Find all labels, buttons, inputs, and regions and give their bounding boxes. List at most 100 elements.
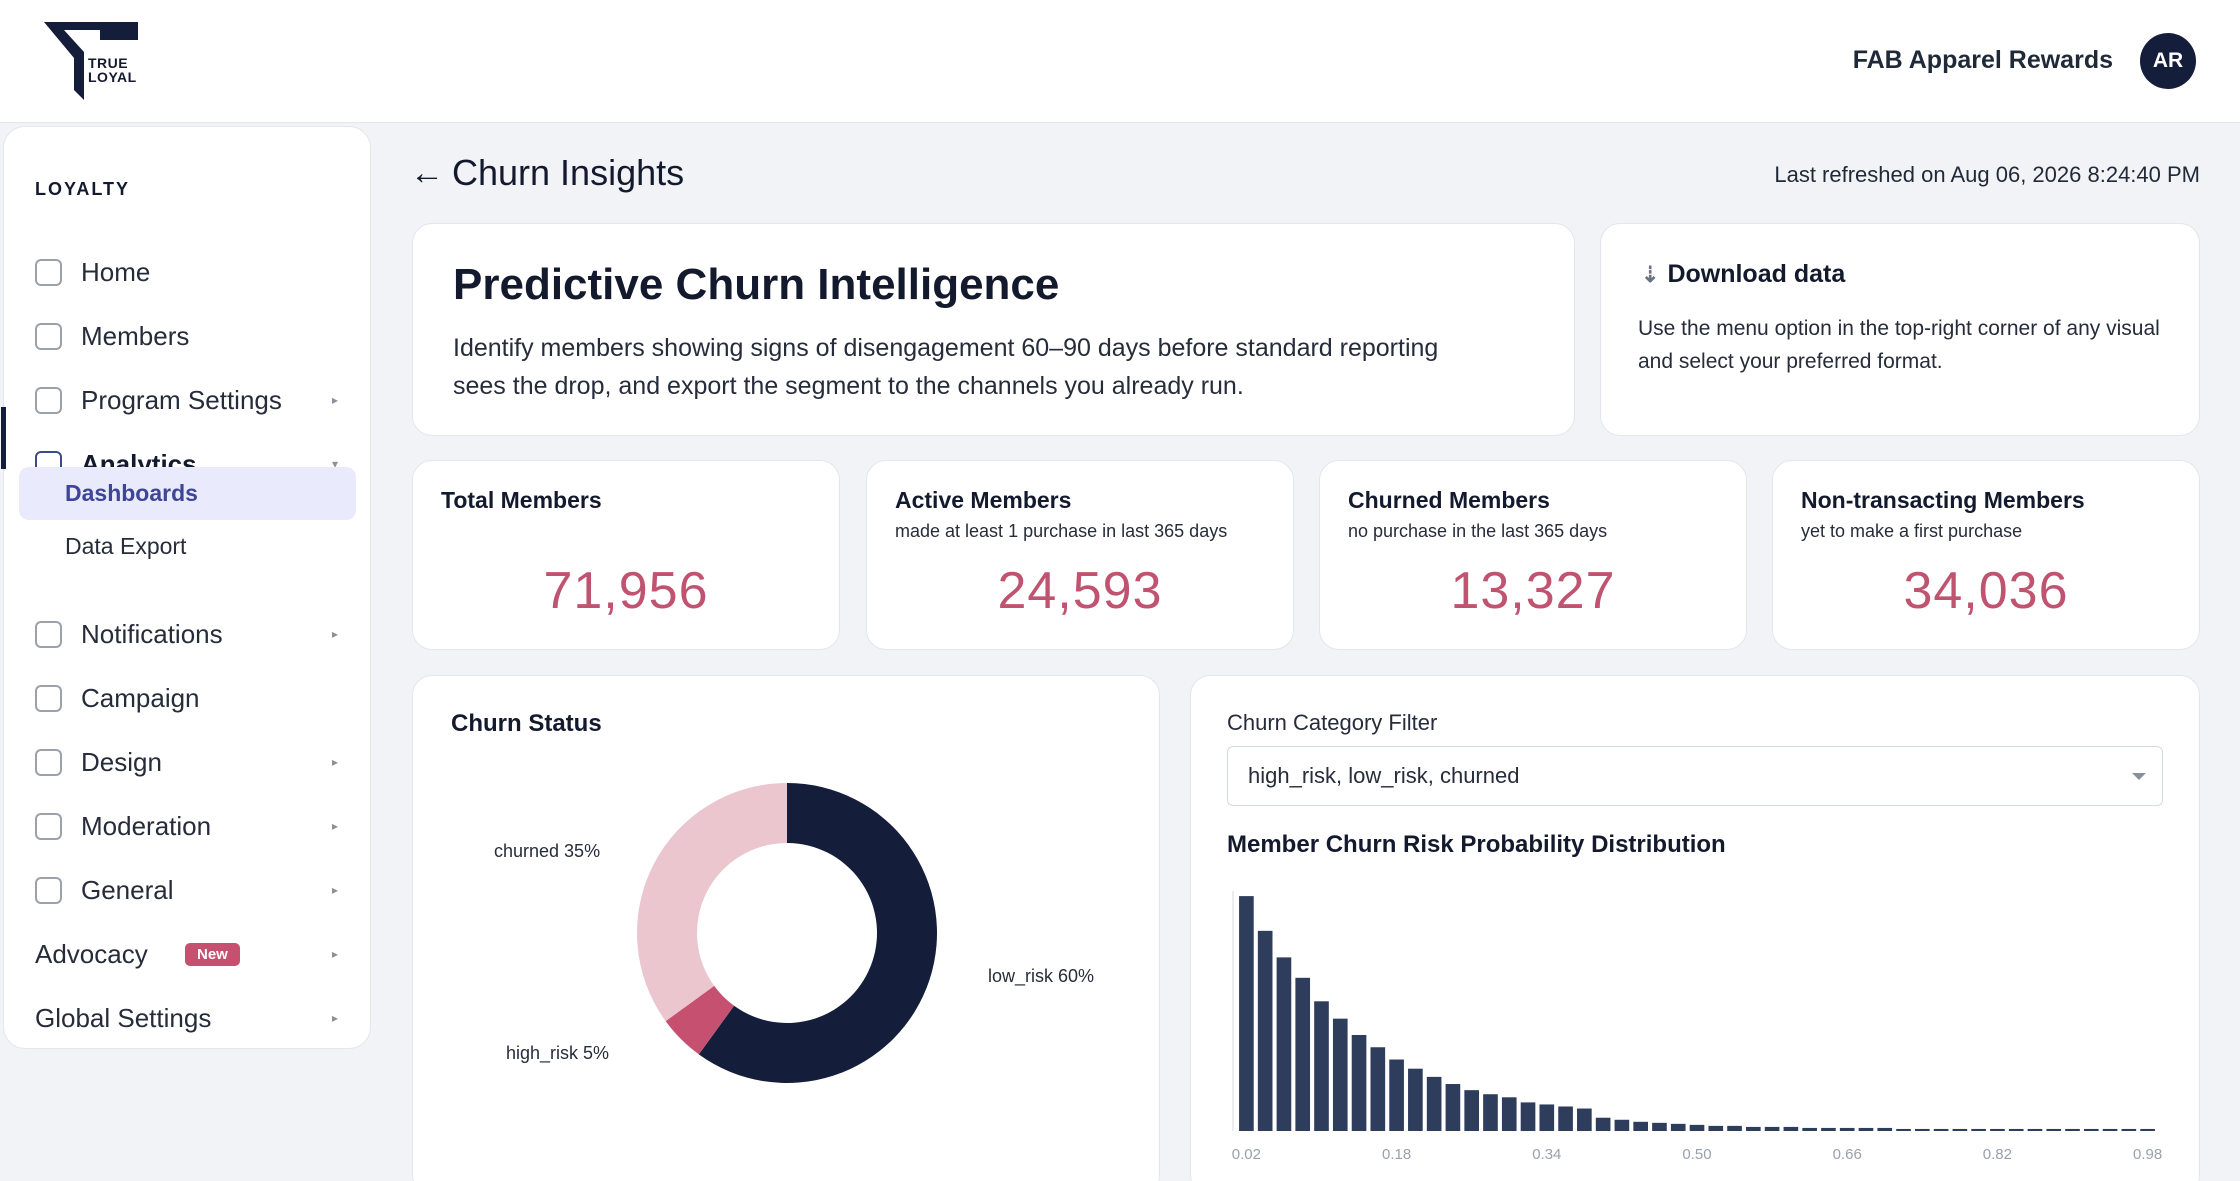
design-icon xyxy=(35,748,62,776)
histogram-bar[interactable] xyxy=(1257,930,1273,1131)
sidebar-item-global-settings[interactable]: Global Settings ▸ xyxy=(4,991,370,1045)
sidebar-item-home[interactable]: Home xyxy=(4,245,370,299)
histogram-bar[interactable] xyxy=(1408,1068,1423,1131)
histogram-bar[interactable] xyxy=(2046,1128,2062,1131)
sidebar-item-design[interactable]: Design ▸ xyxy=(4,735,370,789)
histogram-bar[interactable] xyxy=(1821,1127,1836,1131)
sidebar-item-moderation[interactable]: Moderation ▸ xyxy=(4,799,370,853)
stat-card-churned-members: Churned Members no purchase in the last … xyxy=(1319,460,1747,650)
sidebar-item-label: Design xyxy=(81,746,162,777)
histogram-bar[interactable] xyxy=(1483,1094,1498,1131)
general-icon xyxy=(35,876,62,904)
download-data-heading[interactable]: ⇣ Download data xyxy=(1641,260,1845,289)
histogram-bar[interactable] xyxy=(1764,1126,1780,1131)
sidebar-item-members[interactable]: Members xyxy=(4,309,370,363)
download-data-title: Download data xyxy=(1667,260,1846,288)
histogram-bar[interactable] xyxy=(1520,1102,1536,1131)
moderation-icon xyxy=(35,812,62,840)
donut-slice-churned[interactable] xyxy=(637,783,787,1022)
stat-value: 13,327 xyxy=(1450,562,1616,620)
histogram-bar[interactable] xyxy=(2027,1128,2043,1131)
user-avatar[interactable]: AR xyxy=(2140,33,2196,89)
sidebar-item-notifications[interactable]: Notifications ▸ xyxy=(4,607,370,661)
histogram-bar[interactable] xyxy=(2140,1128,2155,1131)
churn-status-donut-chart[interactable] xyxy=(413,676,1161,1181)
histogram-bar[interactable] xyxy=(1614,1119,1630,1131)
churn-distribution-card: Churn Category Filter high_risk, low_ris… xyxy=(1190,675,2200,1181)
histogram-bar[interactable] xyxy=(1558,1106,1573,1131)
pie-label-churned: churned 35% xyxy=(494,841,601,861)
histogram-bar[interactable] xyxy=(1952,1128,1968,1131)
organization-name[interactable]: FAB Apparel Rewards xyxy=(1852,46,2113,74)
sidebar-subitem-dashboards[interactable]: Dashboards xyxy=(19,467,356,520)
chevron-right-icon: ▸ xyxy=(332,947,339,961)
pie-label-high-risk: high_risk 5% xyxy=(506,1043,610,1063)
sidebar-item-campaign[interactable]: Campaign xyxy=(4,671,370,725)
histogram-bar[interactable] xyxy=(1577,1108,1592,1131)
histogram-bar[interactable] xyxy=(1314,1001,1329,1131)
histogram-bar[interactable] xyxy=(1802,1127,1817,1131)
back-arrow-icon[interactable]: ← xyxy=(410,153,444,192)
chevron-right-icon: ▸ xyxy=(332,627,339,641)
sidebar-item-advocacy[interactable]: Advocacy New ▸ xyxy=(4,927,370,981)
histogram-bar[interactable] xyxy=(1426,1076,1442,1131)
histogram-bar[interactable] xyxy=(1990,1128,2005,1131)
histogram-bar[interactable] xyxy=(2102,1128,2118,1131)
download-data-description: Use the menu option in the top-right cor… xyxy=(1638,317,2160,373)
histogram-bar[interactable] xyxy=(1633,1121,1648,1131)
page-title-text: Churn Insights xyxy=(452,152,685,193)
histogram-bar[interactable] xyxy=(1539,1104,1555,1131)
new-badge: New xyxy=(185,942,240,966)
histogram-bar[interactable] xyxy=(2083,1128,2099,1131)
histogram-bar[interactable] xyxy=(1652,1122,1667,1131)
stat-subtitle: yet to make a first purchase xyxy=(1801,521,2023,541)
histogram-bar[interactable] xyxy=(1595,1117,1611,1131)
histogram-bar[interactable] xyxy=(1746,1126,1761,1131)
stat-value: 24,593 xyxy=(997,562,1163,620)
histogram-bar[interactable] xyxy=(1445,1084,1461,1131)
sidebar-subitem-data-export[interactable]: Data Export xyxy=(65,533,187,559)
x-tick-label: 0.82 xyxy=(1983,1146,2012,1163)
intro-card: Predictive Churn Intelligence Identify m… xyxy=(412,223,1575,436)
histogram-bar[interactable] xyxy=(1858,1127,1874,1131)
histogram-bar[interactable] xyxy=(1708,1125,1724,1131)
histogram-bar[interactable] xyxy=(1332,1018,1348,1131)
histogram-bar[interactable] xyxy=(1370,1047,1386,1131)
stat-card-non-transacting-members: Non-transacting Members yet to make a fi… xyxy=(1772,460,2200,650)
histogram-bar[interactable] xyxy=(1971,1128,1986,1131)
histogram-bar[interactable] xyxy=(2008,1128,2024,1131)
histogram-bar[interactable] xyxy=(1389,1059,1404,1131)
histogram-bar[interactable] xyxy=(2065,1128,2080,1131)
histogram-bar[interactable] xyxy=(1295,977,1311,1131)
intro-description: Identify members showing signs of diseng… xyxy=(453,334,1439,400)
churn-category-filter-select[interactable]: high_risk, low_risk, churned xyxy=(1227,746,2163,806)
histogram-bar[interactable] xyxy=(1239,896,1254,1131)
histogram-bar[interactable] xyxy=(1689,1124,1705,1131)
histogram-bar[interactable] xyxy=(1727,1125,1742,1131)
histogram-bar[interactable] xyxy=(1914,1128,1930,1131)
histogram-bar[interactable] xyxy=(1501,1097,1517,1131)
sidebar-item-label: Advocacy xyxy=(35,938,148,969)
chevron-right-icon: ▸ xyxy=(332,1011,339,1025)
donut-slice-high-risk[interactable] xyxy=(665,985,735,1055)
churn-probability-histogram[interactable]: 0.02 0.18 0.34 0.50 0.66 0.82 0.98 xyxy=(1227,881,2167,1171)
top-bar: TRUE LOYAL FAB Apparel Rewards AR xyxy=(0,0,2240,123)
sidebar-item-general[interactable]: General ▸ xyxy=(4,863,370,917)
sidebar-item-label: Campaign xyxy=(81,682,200,713)
histogram-bar[interactable] xyxy=(2121,1128,2137,1131)
x-tick-label: 0.50 xyxy=(1682,1146,1711,1163)
histogram-bar[interactable] xyxy=(1351,1035,1367,1131)
histogram-bar[interactable] xyxy=(1896,1128,1911,1131)
histogram-bar[interactable] xyxy=(1839,1127,1855,1131)
donut-slice-low-risk[interactable] xyxy=(698,783,938,1083)
histogram-bar[interactable] xyxy=(1670,1123,1686,1131)
histogram-bar[interactable] xyxy=(1783,1126,1799,1131)
campaign-icon xyxy=(35,684,62,712)
true-loyal-logo[interactable] xyxy=(42,22,142,100)
histogram-bar[interactable] xyxy=(1276,957,1292,1131)
sidebar-item-program-settings[interactable]: Program Settings ▸ xyxy=(4,373,370,427)
stat-title: Churned Members xyxy=(1348,487,1550,513)
histogram-bar[interactable] xyxy=(1933,1128,1949,1131)
histogram-bar[interactable] xyxy=(1877,1127,1893,1131)
histogram-bar[interactable] xyxy=(1464,1090,1480,1131)
